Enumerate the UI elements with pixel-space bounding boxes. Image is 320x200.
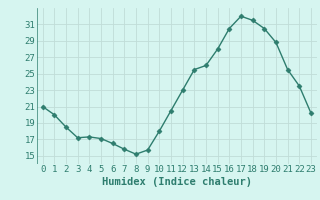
X-axis label: Humidex (Indice chaleur): Humidex (Indice chaleur)	[102, 177, 252, 187]
